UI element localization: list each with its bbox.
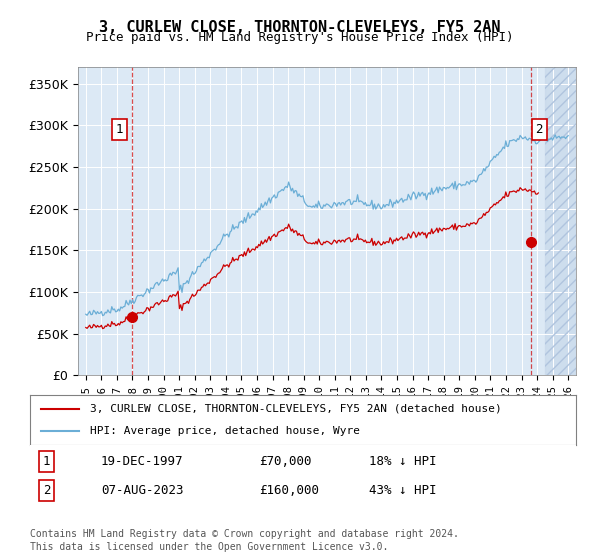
Text: Price paid vs. HM Land Registry's House Price Index (HPI): Price paid vs. HM Land Registry's House … (86, 31, 514, 44)
Text: 1: 1 (43, 455, 50, 468)
Text: 43% ↓ HPI: 43% ↓ HPI (368, 484, 436, 497)
Text: 1: 1 (116, 123, 123, 136)
Text: 18% ↓ HPI: 18% ↓ HPI (368, 455, 436, 468)
Text: 2: 2 (535, 123, 543, 136)
Text: £160,000: £160,000 (259, 484, 319, 497)
Text: 07-AUG-2023: 07-AUG-2023 (101, 484, 184, 497)
Text: 19-DEC-1997: 19-DEC-1997 (101, 455, 184, 468)
Text: £70,000: £70,000 (259, 455, 312, 468)
Bar (545, 67, 576, 375)
Text: Contains HM Land Registry data © Crown copyright and database right 2024.: Contains HM Land Registry data © Crown c… (30, 529, 459, 539)
Text: 2: 2 (43, 484, 50, 497)
Text: This data is licensed under the Open Government Licence v3.0.: This data is licensed under the Open Gov… (30, 542, 388, 552)
Bar (545, 67, 576, 375)
Text: HPI: Average price, detached house, Wyre: HPI: Average price, detached house, Wyre (90, 426, 360, 436)
Text: 3, CURLEW CLOSE, THORNTON-CLEVELEYS, FY5 2AN (detached house): 3, CURLEW CLOSE, THORNTON-CLEVELEYS, FY5… (90, 404, 502, 414)
Text: 3, CURLEW CLOSE, THORNTON-CLEVELEYS, FY5 2AN: 3, CURLEW CLOSE, THORNTON-CLEVELEYS, FY5… (99, 20, 501, 35)
